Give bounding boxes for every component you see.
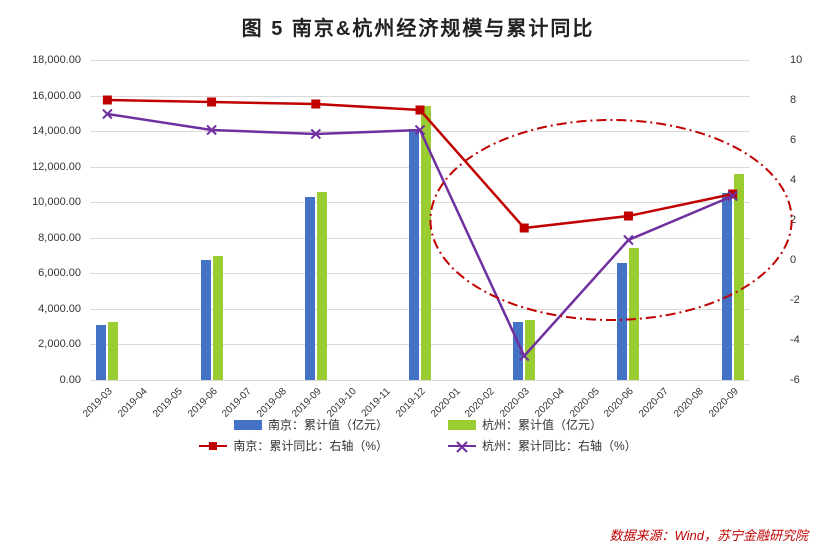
legend-label: 杭州：累计同比：右轴（%） [482,437,637,454]
y-left-tick: 10,000.00 [32,196,81,208]
y-axis-right: -6-4-20246810 [786,60,816,380]
line-marker-x [520,352,529,361]
legend-label: 杭州：累计值（亿元） [482,416,602,433]
y-left-tick: 6,000.00 [38,267,81,279]
y-right-tick: -4 [790,334,800,346]
y-left-tick: 14,000.00 [32,125,81,137]
y-right-tick: -2 [790,294,800,306]
x-tick: 2019-05 [151,386,185,420]
line-series [107,114,732,356]
x-tick: 2020-09 [707,386,741,420]
x-tick: 2019-12 [394,386,428,420]
y-left-tick: 2,000.00 [38,338,81,350]
line-series [107,100,732,228]
x-tick: 2020-08 [672,386,706,420]
x-tick: 2019-07 [220,386,254,420]
line-marker-square [103,96,112,105]
y-left-tick: 8,000.00 [38,232,81,244]
y-right-tick: 6 [790,134,796,146]
annotation-ellipse [430,120,791,320]
legend-item-bar-1: 南京：累计值（亿元） [234,416,388,433]
legend: 南京：累计值（亿元） 杭州：累计值（亿元） 南京：累计同比：右轴（%） [20,416,816,454]
x-tick: 2020-03 [498,386,532,420]
y-right-tick: -6 [790,374,800,386]
y-right-tick: 0 [790,254,796,266]
x-tick: 2020-02 [464,386,498,420]
legend-item-line-2: 杭州：累计同比：右轴（%） [448,437,637,454]
y-right-tick: 8 [790,94,796,106]
legend-swatch-line-2 [448,440,476,452]
y-left-tick: 12,000.00 [32,161,81,173]
x-tick: 2019-06 [186,386,220,420]
legend-item-line-1: 南京：累计同比：右轴（%） [199,437,388,454]
x-tick: 2019-03 [81,386,115,420]
line-marker-square [207,98,216,107]
x-tick: 2019-08 [255,386,289,420]
line-marker-square [520,224,529,233]
x-tick: 2019-11 [360,386,393,419]
legend-swatch-bar-2 [448,420,476,430]
y-right-tick: 10 [790,54,802,66]
line-marker-square [624,212,633,221]
chart-container: 图 5 南京&杭州经济规模与累计同比 0.00 2,000.00 4,000.00 6… [0,0,836,552]
line-layer [90,60,750,380]
x-tick: 2019-04 [116,386,150,420]
legend-label: 南京：累计值（亿元） [268,416,388,433]
x-tick: 2020-04 [533,386,567,420]
y-right-tick: 4 [790,174,796,186]
y-axis-left: 0.002,000.004,000.006,000.008,000.0010,0… [20,60,85,380]
plot-area [90,60,750,380]
legend-swatch-line-1 [199,440,227,452]
y-left-tick: 18,000.00 [32,54,81,66]
y-left-tick: 16,000.00 [32,90,81,102]
line-marker-square [416,106,425,115]
chart-title: 图 5 南京&杭州经济规模与累计同比 [0,0,836,41]
legend-row-2: 南京：累计同比：右轴（%） 杭州：累计同比：右轴（%） [199,437,636,454]
legend-label: 南京：累计同比：右轴（%） [233,437,388,454]
data-source-label: 数据来源：Wind，苏宁金融研究院 [609,525,808,544]
legend-swatch-bar-1 [234,420,262,430]
legend-item-bar-2: 杭州：累计值（亿元） [448,416,602,433]
chart-area: 0.00 2,000.00 4,000.00 6,000.00 8,000.00 10,0… [20,50,816,460]
y-left-tick: 0.00 [60,374,81,386]
x-tick: 2020-06 [602,386,636,420]
legend-row-1: 南京：累计值（亿元） 杭州：累计值（亿元） [234,416,602,433]
x-tick: 2019-09 [290,386,324,420]
x-tick: 2020-01 [429,386,463,420]
line-marker-square [311,100,320,109]
x-tick: 2019-10 [325,386,359,420]
x-tick: 2020-05 [568,386,602,420]
x-tick: 2020-07 [637,386,671,420]
y-left-tick: 4,000.00 [38,303,81,315]
